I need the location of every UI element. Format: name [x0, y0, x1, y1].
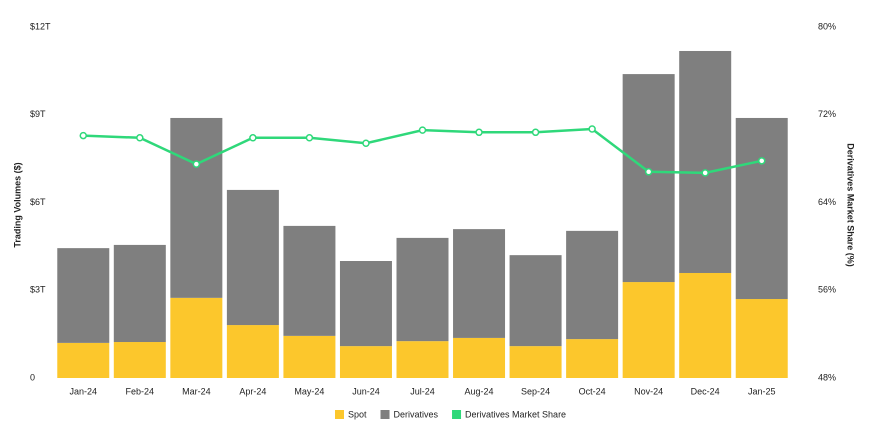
y2-tick-label: 48% — [818, 372, 836, 382]
line-point — [588, 125, 596, 133]
x-tick-label: Dec-24 — [691, 386, 720, 396]
y-tick-label: $3T — [30, 285, 46, 295]
bar-segment — [283, 225, 336, 336]
line-point — [249, 134, 257, 142]
y-tick-label: 0 — [30, 372, 35, 382]
bar-segment — [566, 230, 619, 340]
legend-swatch — [452, 410, 462, 419]
bar-segment — [57, 342, 110, 378]
x-tick-label: Jul-24 — [410, 386, 435, 396]
line-point — [362, 139, 370, 148]
bar-segment — [622, 74, 675, 283]
line-point — [701, 169, 709, 177]
line-point — [475, 128, 483, 137]
x-tick-label: Jun-24 — [352, 386, 380, 396]
y2-tick-label: 64% — [818, 197, 836, 207]
line-point — [79, 131, 88, 140]
legend-label: Spot — [348, 409, 367, 419]
bar-segment — [735, 117, 788, 300]
x-tick-label: May-24 — [294, 386, 324, 396]
x-tick-label: Nov-24 — [634, 386, 663, 396]
bar-segment — [339, 346, 392, 378]
bar-segment — [170, 117, 223, 298]
bar-segment — [679, 272, 732, 378]
legend-label: Derivatives Market Share — [465, 409, 566, 419]
line-point — [305, 134, 314, 142]
y-axis-title: Trading Volumes ($) — [12, 162, 22, 247]
x-tick-label: Oct-24 — [579, 386, 606, 396]
bar-segment — [396, 341, 449, 378]
bar-segment — [396, 237, 449, 342]
line-point — [136, 134, 144, 142]
y2-tick-label: 56% — [818, 285, 836, 295]
y-tick-label: $12T — [30, 21, 51, 31]
bar-segment — [57, 248, 110, 343]
bar-segment — [735, 299, 788, 378]
bar-segment — [170, 297, 223, 378]
x-tick-label: Apr-24 — [239, 386, 266, 396]
x-tick-label: Jan-24 — [70, 386, 98, 396]
bar-segment — [226, 189, 279, 326]
x-tick-label: Sep-24 — [521, 386, 550, 396]
x-tick-label: Aug-24 — [465, 386, 494, 396]
y-tick-label: $9T — [30, 109, 46, 119]
y-tick-label: $6T — [30, 197, 46, 207]
y2-tick-label: 80% — [818, 21, 836, 31]
legend-swatch — [380, 410, 390, 419]
legend-label: Derivatives — [394, 409, 439, 419]
bar-segment — [339, 261, 392, 347]
line-point — [644, 168, 653, 176]
y2-tick-label: 72% — [818, 109, 836, 119]
x-tick-label: Feb-24 — [126, 386, 155, 396]
bar-segment — [622, 282, 675, 378]
line-point — [418, 126, 427, 134]
x-tick-label: Mar-24 — [182, 386, 211, 396]
bar-segment — [453, 229, 506, 338]
x-tick-label: Jan-25 — [748, 386, 776, 396]
bar-segment — [113, 342, 166, 378]
bar-segment — [226, 325, 279, 378]
bar-segment — [509, 346, 562, 378]
line-point — [531, 128, 540, 137]
line-point — [192, 160, 201, 168]
y2-axis-title: Derivatives Market Share (%) — [846, 143, 856, 267]
bar-segment — [679, 50, 732, 273]
bar-segment — [283, 335, 336, 378]
bar-segment — [113, 244, 166, 343]
bar-segment — [453, 337, 506, 378]
line-point — [757, 157, 766, 165]
legend-swatch — [335, 410, 344, 419]
bar-segment — [566, 339, 619, 378]
bar-segment — [509, 255, 562, 347]
